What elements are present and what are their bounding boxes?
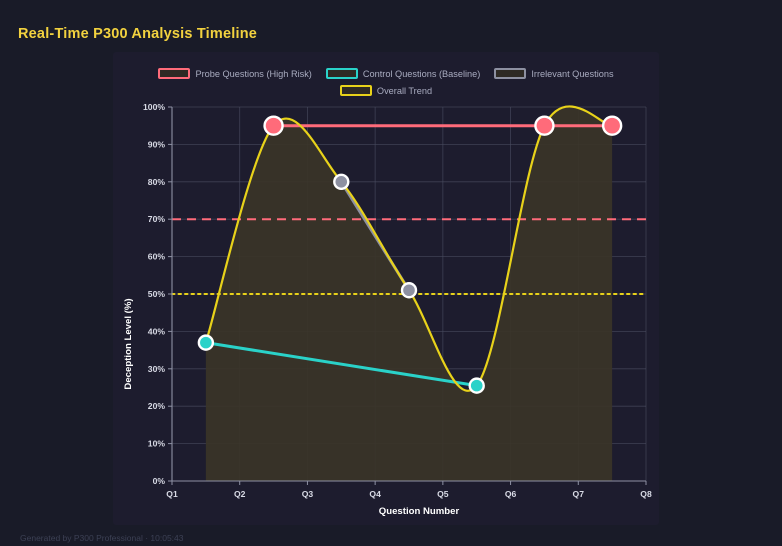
chart-panel: Probe Questions (High Risk) Control Ques… xyxy=(113,52,659,525)
legend-swatch-control xyxy=(325,68,358,79)
x-tick-label: Q4 xyxy=(369,489,381,499)
data-point-marker[interactable] xyxy=(197,334,215,351)
y-tick-label: 70% xyxy=(148,214,166,224)
series-markers xyxy=(197,115,623,394)
y-tick-label: 40% xyxy=(148,326,166,336)
page-title: Real-Time P300 Analysis Timeline xyxy=(18,26,258,42)
legend-item-trend[interactable]: Overall Trend xyxy=(339,85,433,96)
series-line-control xyxy=(204,341,479,388)
y-tick-label: 80% xyxy=(148,177,166,187)
y-tick-label: 90% xyxy=(148,139,166,149)
legend-label-trend: Overall Trend xyxy=(376,85,433,96)
y-tick-label: 0% xyxy=(153,476,166,486)
x-tick-label: Q2 xyxy=(234,489,246,499)
y-tick-label: 100% xyxy=(143,102,165,112)
x-axis-ticks: Q1 Q2 Q3 Q4 Q5 Q6 Q7 Q8 xyxy=(166,480,652,499)
y-tick-label: 30% xyxy=(148,364,166,374)
x-tick-label: Q5 xyxy=(437,489,449,499)
y-tick-label: 10% xyxy=(148,439,166,449)
data-point-marker[interactable] xyxy=(534,115,555,136)
footer-note: Generated by P300 Professional · 10:05:4… xyxy=(20,533,184,543)
data-point-marker[interactable] xyxy=(601,115,623,136)
y-tick-label: 20% xyxy=(148,401,166,411)
plot-area: 0% 10% 20% 30% 40% 50% 60% 70% 80% 90% 100% Q1 Q2 Q3… xyxy=(113,52,659,525)
x-tick-label: Q3 xyxy=(302,489,314,499)
x-tick-label: Q7 xyxy=(573,489,585,499)
chart-legend: Probe Questions (High Risk) Control Ques… xyxy=(113,68,659,96)
legend-swatch-trend xyxy=(339,85,372,96)
y-tick-label: 50% xyxy=(148,289,166,299)
x-tick-label: Q1 xyxy=(166,489,178,499)
legend-swatch-irrelevant xyxy=(494,68,527,79)
data-point-marker[interactable] xyxy=(263,115,284,136)
y-axis-ticks: 0% 10% 20% 30% 40% 50% 60% 70% 80% 90% 100% xyxy=(143,102,173,486)
x-tick-label: Q6 xyxy=(505,489,517,499)
data-point-marker[interactable] xyxy=(333,173,350,191)
legend-item-probe[interactable]: Probe Questions (High Risk) xyxy=(158,68,312,79)
data-point-marker[interactable] xyxy=(468,377,485,394)
legend-label-probe: Probe Questions (High Risk) xyxy=(195,68,312,79)
legend-item-control[interactable]: Control Questions (Baseline) xyxy=(325,68,481,79)
data-point-marker[interactable] xyxy=(400,282,418,299)
timeline-chart-svg[interactable]: 0% 10% 20% 30% 40% 50% 60% 70% 80% 90% 100% Q1 Q2 Q3… xyxy=(113,52,659,525)
legend-item-irrelevant[interactable]: Irrelevant Questions xyxy=(494,68,614,79)
x-axis-title: Question Number xyxy=(379,506,460,517)
legend-swatch-probe xyxy=(158,68,191,79)
y-axis-title: Deception Level (%) xyxy=(123,298,134,389)
legend-label-irrelevant: Irrelevant Questions xyxy=(531,68,614,79)
x-tick-label: Q8 xyxy=(640,489,652,499)
y-tick-label: 60% xyxy=(148,252,166,262)
legend-label-control: Control Questions (Baseline) xyxy=(362,68,481,79)
